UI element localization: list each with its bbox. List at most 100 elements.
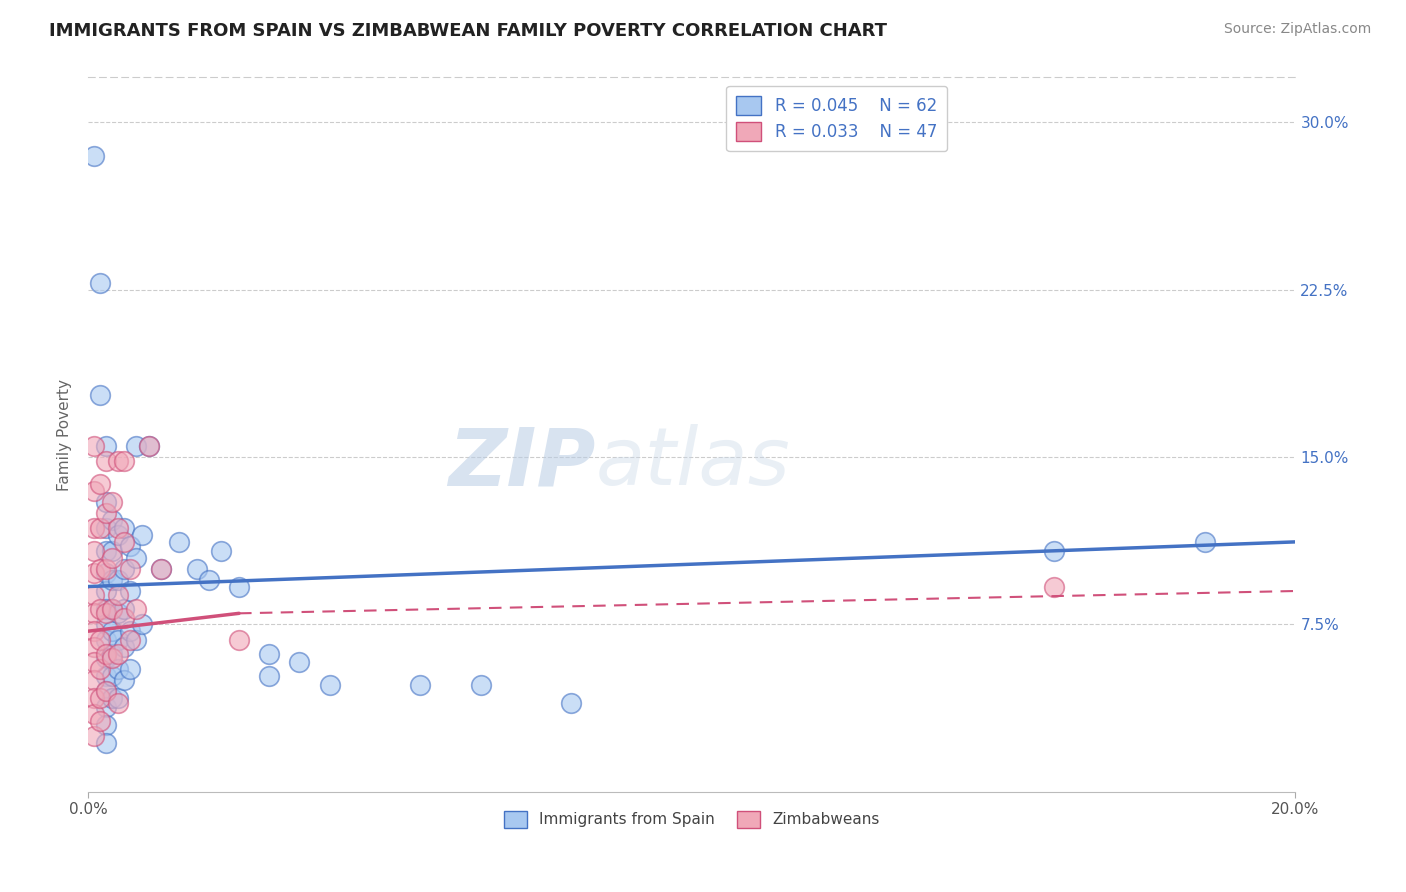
Point	[96, 506, 118, 520]
Text: atlas: atlas	[595, 425, 790, 502]
Point	[101, 494, 124, 508]
Point	[96, 669, 118, 683]
Point	[96, 607, 118, 621]
Point	[89, 633, 111, 648]
Point	[96, 684, 118, 698]
Point	[112, 562, 135, 576]
Point	[186, 562, 208, 576]
Point	[228, 580, 250, 594]
Point	[96, 494, 118, 508]
Point	[257, 669, 280, 683]
Point	[198, 573, 221, 587]
Point	[112, 602, 135, 616]
Point	[112, 611, 135, 625]
Point	[83, 148, 105, 162]
Point	[96, 700, 118, 714]
Point	[96, 617, 118, 632]
Point	[560, 696, 582, 710]
Point	[112, 673, 135, 688]
Point	[288, 656, 311, 670]
Point	[167, 534, 190, 549]
Point	[83, 624, 105, 639]
Point	[89, 476, 111, 491]
Point	[318, 678, 340, 692]
Point	[89, 276, 111, 290]
Text: IMMIGRANTS FROM SPAIN VS ZIMBABWEAN FAMILY POVERTY CORRELATION CHART: IMMIGRANTS FROM SPAIN VS ZIMBABWEAN FAMI…	[49, 22, 887, 40]
Point	[125, 550, 148, 565]
Point	[83, 607, 105, 621]
Point	[89, 691, 111, 706]
Point	[107, 528, 129, 542]
Point	[96, 602, 118, 616]
Point	[138, 439, 160, 453]
Text: ZIP: ZIP	[449, 425, 595, 502]
Point	[83, 691, 105, 706]
Point	[107, 589, 129, 603]
Point	[83, 706, 105, 721]
Point	[89, 602, 111, 616]
Point	[83, 673, 105, 688]
Point	[138, 439, 160, 453]
Point	[96, 454, 118, 468]
Point	[83, 483, 105, 498]
Point	[149, 562, 172, 576]
Point	[107, 691, 129, 706]
Point	[96, 543, 118, 558]
Point	[83, 729, 105, 743]
Point	[1043, 543, 1066, 558]
Point	[257, 647, 280, 661]
Point	[89, 387, 111, 401]
Point	[101, 512, 124, 526]
Point	[107, 454, 129, 468]
Point	[96, 736, 118, 750]
Point	[89, 662, 111, 676]
Point	[228, 633, 250, 648]
Point	[112, 534, 135, 549]
Point	[96, 684, 118, 698]
Point	[125, 439, 148, 453]
Point	[96, 439, 118, 453]
Point	[409, 678, 432, 692]
Point	[107, 633, 129, 648]
Point	[83, 640, 105, 654]
Point	[112, 454, 135, 468]
Point	[96, 566, 118, 581]
Point	[83, 589, 105, 603]
Point	[120, 633, 142, 648]
Point	[83, 566, 105, 581]
Point	[83, 439, 105, 453]
Point	[107, 573, 129, 587]
Point	[120, 624, 142, 639]
Point	[89, 562, 111, 576]
Point	[96, 647, 118, 661]
Point	[120, 562, 142, 576]
Text: Source: ZipAtlas.com: Source: ZipAtlas.com	[1223, 22, 1371, 37]
Point	[149, 562, 172, 576]
Point	[120, 662, 142, 676]
Point	[107, 647, 129, 661]
Point	[125, 633, 148, 648]
Point	[96, 584, 118, 599]
Point	[107, 662, 129, 676]
Point	[96, 633, 118, 648]
Point	[101, 691, 124, 706]
Point	[470, 678, 492, 692]
Point	[96, 651, 118, 665]
Point	[101, 647, 124, 661]
Point	[96, 562, 118, 576]
Point	[89, 714, 111, 728]
Point	[120, 539, 142, 553]
Point	[1043, 580, 1066, 594]
Point	[96, 718, 118, 732]
Point	[101, 602, 124, 616]
Point	[120, 584, 142, 599]
Point	[101, 573, 124, 587]
Point	[101, 550, 124, 565]
Point	[131, 617, 153, 632]
Point	[89, 521, 111, 535]
Point	[101, 602, 124, 616]
Point	[101, 651, 124, 665]
Point	[131, 528, 153, 542]
Legend: Immigrants from Spain, Zimbabweans: Immigrants from Spain, Zimbabweans	[498, 805, 886, 834]
Point	[112, 640, 135, 654]
